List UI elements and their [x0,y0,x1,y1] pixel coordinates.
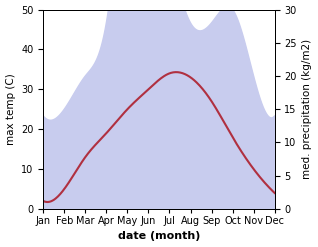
X-axis label: date (month): date (month) [118,231,200,242]
Y-axis label: med. precipitation (kg/m2): med. precipitation (kg/m2) [302,39,313,179]
Y-axis label: max temp (C): max temp (C) [5,73,16,145]
